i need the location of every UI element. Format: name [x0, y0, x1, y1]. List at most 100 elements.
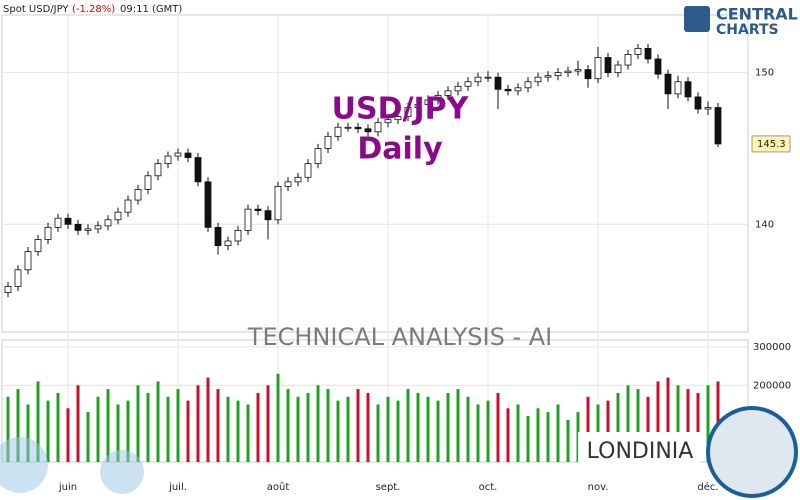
- candle-body: [144, 175, 152, 190]
- volume-bar: [396, 400, 400, 462]
- y-tick-label: 140: [755, 219, 774, 230]
- volume-bar: [356, 389, 360, 462]
- candle-body: [414, 104, 422, 108]
- candle-body: [644, 47, 652, 60]
- volume-bar: [246, 404, 250, 462]
- y-tick-label: 150: [755, 68, 774, 79]
- x-tick-label: sept.: [376, 482, 401, 493]
- candle-body: [694, 96, 702, 110]
- volume-bar: [526, 415, 530, 462]
- volume-bar: [346, 396, 350, 462]
- volume-bar: [646, 396, 650, 462]
- candle-body: [44, 226, 52, 240]
- volume-bar: [666, 377, 670, 462]
- candle-body: [384, 119, 392, 124]
- volume-bar: [676, 385, 680, 462]
- volume-bar: [706, 385, 710, 462]
- candle-body: [324, 135, 332, 149]
- avatar: [706, 406, 798, 498]
- candle-body: [374, 122, 382, 133]
- volume-bar: [336, 400, 340, 462]
- candle-body: [254, 208, 262, 212]
- candle-body: [134, 189, 142, 201]
- candle-body: [244, 208, 252, 231]
- volume-bar: [456, 389, 460, 462]
- candle-body: [594, 57, 602, 80]
- candle-body: [524, 81, 532, 89]
- y-tick-label: 200000: [753, 380, 791, 391]
- candle-body: [504, 88, 512, 92]
- candle-body: [114, 211, 122, 221]
- chart-title: USD/JPY: [332, 92, 470, 127]
- volume-bar: [226, 396, 230, 462]
- symbol: Spot USD/JPY: [3, 4, 69, 15]
- volume-bar: [116, 404, 120, 462]
- x-tick-label: juin: [58, 482, 77, 493]
- volume-bar: [66, 408, 70, 462]
- volume-bar: [326, 389, 330, 462]
- volume-bar: [176, 389, 180, 462]
- volume-bar: [236, 400, 240, 462]
- volume-bar: [486, 400, 490, 462]
- footer-brand: LONDINIA: [587, 439, 694, 464]
- volume-bar: [106, 389, 110, 462]
- candle-body: [334, 126, 342, 137]
- volume-bar: [146, 392, 150, 462]
- volume-bar: [586, 396, 590, 462]
- brand-bottom: CHARTS: [716, 22, 779, 38]
- x-tick-label: juil.: [168, 482, 187, 493]
- volume-bar: [216, 389, 220, 462]
- candle-body: [354, 126, 362, 130]
- candle-body: [234, 229, 242, 242]
- volume-bar: [26, 404, 30, 462]
- candle-body: [74, 223, 82, 231]
- candle-body: [304, 163, 312, 178]
- nav-button: [0, 437, 48, 493]
- plot: 140 150 200000 300000 juin juil. août sept. oct.…: [2, 15, 791, 493]
- volume-bar: [6, 396, 10, 462]
- candle-body: [654, 58, 662, 75]
- candle-body: [484, 76, 492, 79]
- candle-body: [34, 239, 42, 253]
- nav-button: [100, 450, 144, 494]
- candle-body: [124, 199, 132, 213]
- change: (-1.28%): [72, 4, 115, 15]
- volume-bar: [306, 392, 310, 462]
- volume-bar: [516, 404, 520, 462]
- candle-body: [264, 210, 272, 221]
- y-tick-label: 300000: [753, 342, 791, 353]
- volume-bar: [76, 385, 80, 462]
- candle-body: [424, 99, 432, 105]
- candle-body: [434, 94, 442, 101]
- volume-bar: [446, 392, 450, 462]
- candle-body: [714, 107, 722, 145]
- candle-body: [474, 76, 482, 83]
- candle-body: [344, 126, 352, 129]
- volume-panel: [1, 339, 749, 463]
- volume-bar: [376, 404, 380, 462]
- candle-body: [184, 152, 192, 158]
- volume-bar: [626, 385, 630, 462]
- volume-bar: [556, 404, 560, 462]
- volume-bar: [96, 396, 100, 462]
- candle-body: [104, 219, 112, 227]
- candle-body: [294, 176, 302, 183]
- volume-bar: [366, 392, 370, 462]
- volume-bar: [16, 389, 20, 462]
- candle-body: [684, 81, 692, 98]
- volume-bar: [656, 381, 660, 462]
- candle-body: [404, 107, 412, 118]
- volume-bar: [536, 408, 540, 462]
- time: 09:11 (GMT): [120, 4, 182, 15]
- volume-bar: [476, 404, 480, 462]
- volume-bar: [566, 419, 570, 462]
- candle-body: [564, 70, 572, 74]
- volume-bar: [496, 392, 500, 462]
- volume-bar: [426, 396, 430, 462]
- x-tick-label: déc.: [697, 481, 718, 493]
- brand-logo: [684, 6, 710, 32]
- watermark: TECHNICAL ANALYSIS - AI: [247, 323, 552, 351]
- candle-body: [634, 47, 642, 55]
- candle-body: [224, 240, 232, 246]
